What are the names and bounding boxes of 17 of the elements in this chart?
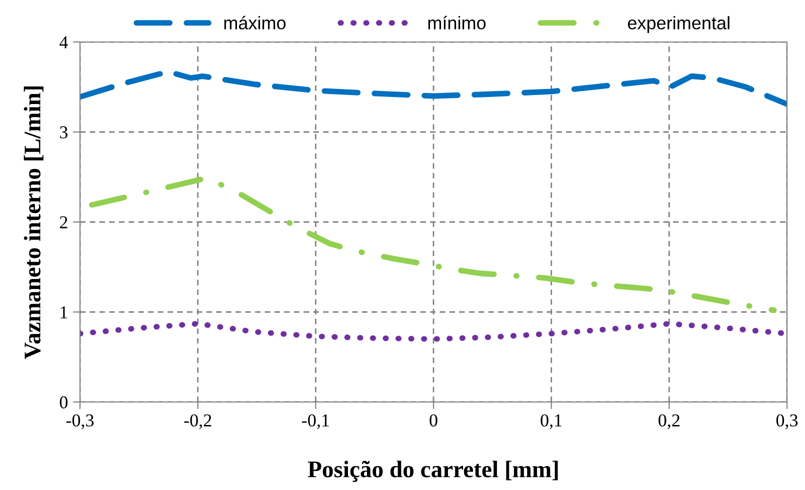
y-tick-label: 1 — [60, 306, 68, 318]
x-tick-label: -0,3 — [66, 414, 94, 430]
x-tick-label: 0 — [430, 414, 438, 427]
x-tick-label: -0,1 — [302, 414, 329, 430]
y-tick-label: 3 — [60, 126, 68, 138]
y-tick-label: 2 — [60, 216, 68, 228]
y-axis-title: Vazmaneto interno [L/min] — [24, 86, 44, 360]
y-tick-label: 4 — [60, 36, 68, 48]
x-tick-label: 0,1 — [540, 414, 562, 430]
legend-label: mínimo — [428, 16, 486, 30]
legend-label: máximo — [224, 16, 286, 30]
legend-label: experimental — [628, 16, 730, 33]
x-tick-label: -0,2 — [184, 414, 212, 430]
x-axis-title: Posição do carretel [mm] — [308, 460, 558, 482]
y-tick-label: 0 — [60, 396, 68, 408]
x-tick-label: 0,2 — [658, 414, 680, 430]
x-tick-label: 0,3 — [776, 414, 798, 430]
